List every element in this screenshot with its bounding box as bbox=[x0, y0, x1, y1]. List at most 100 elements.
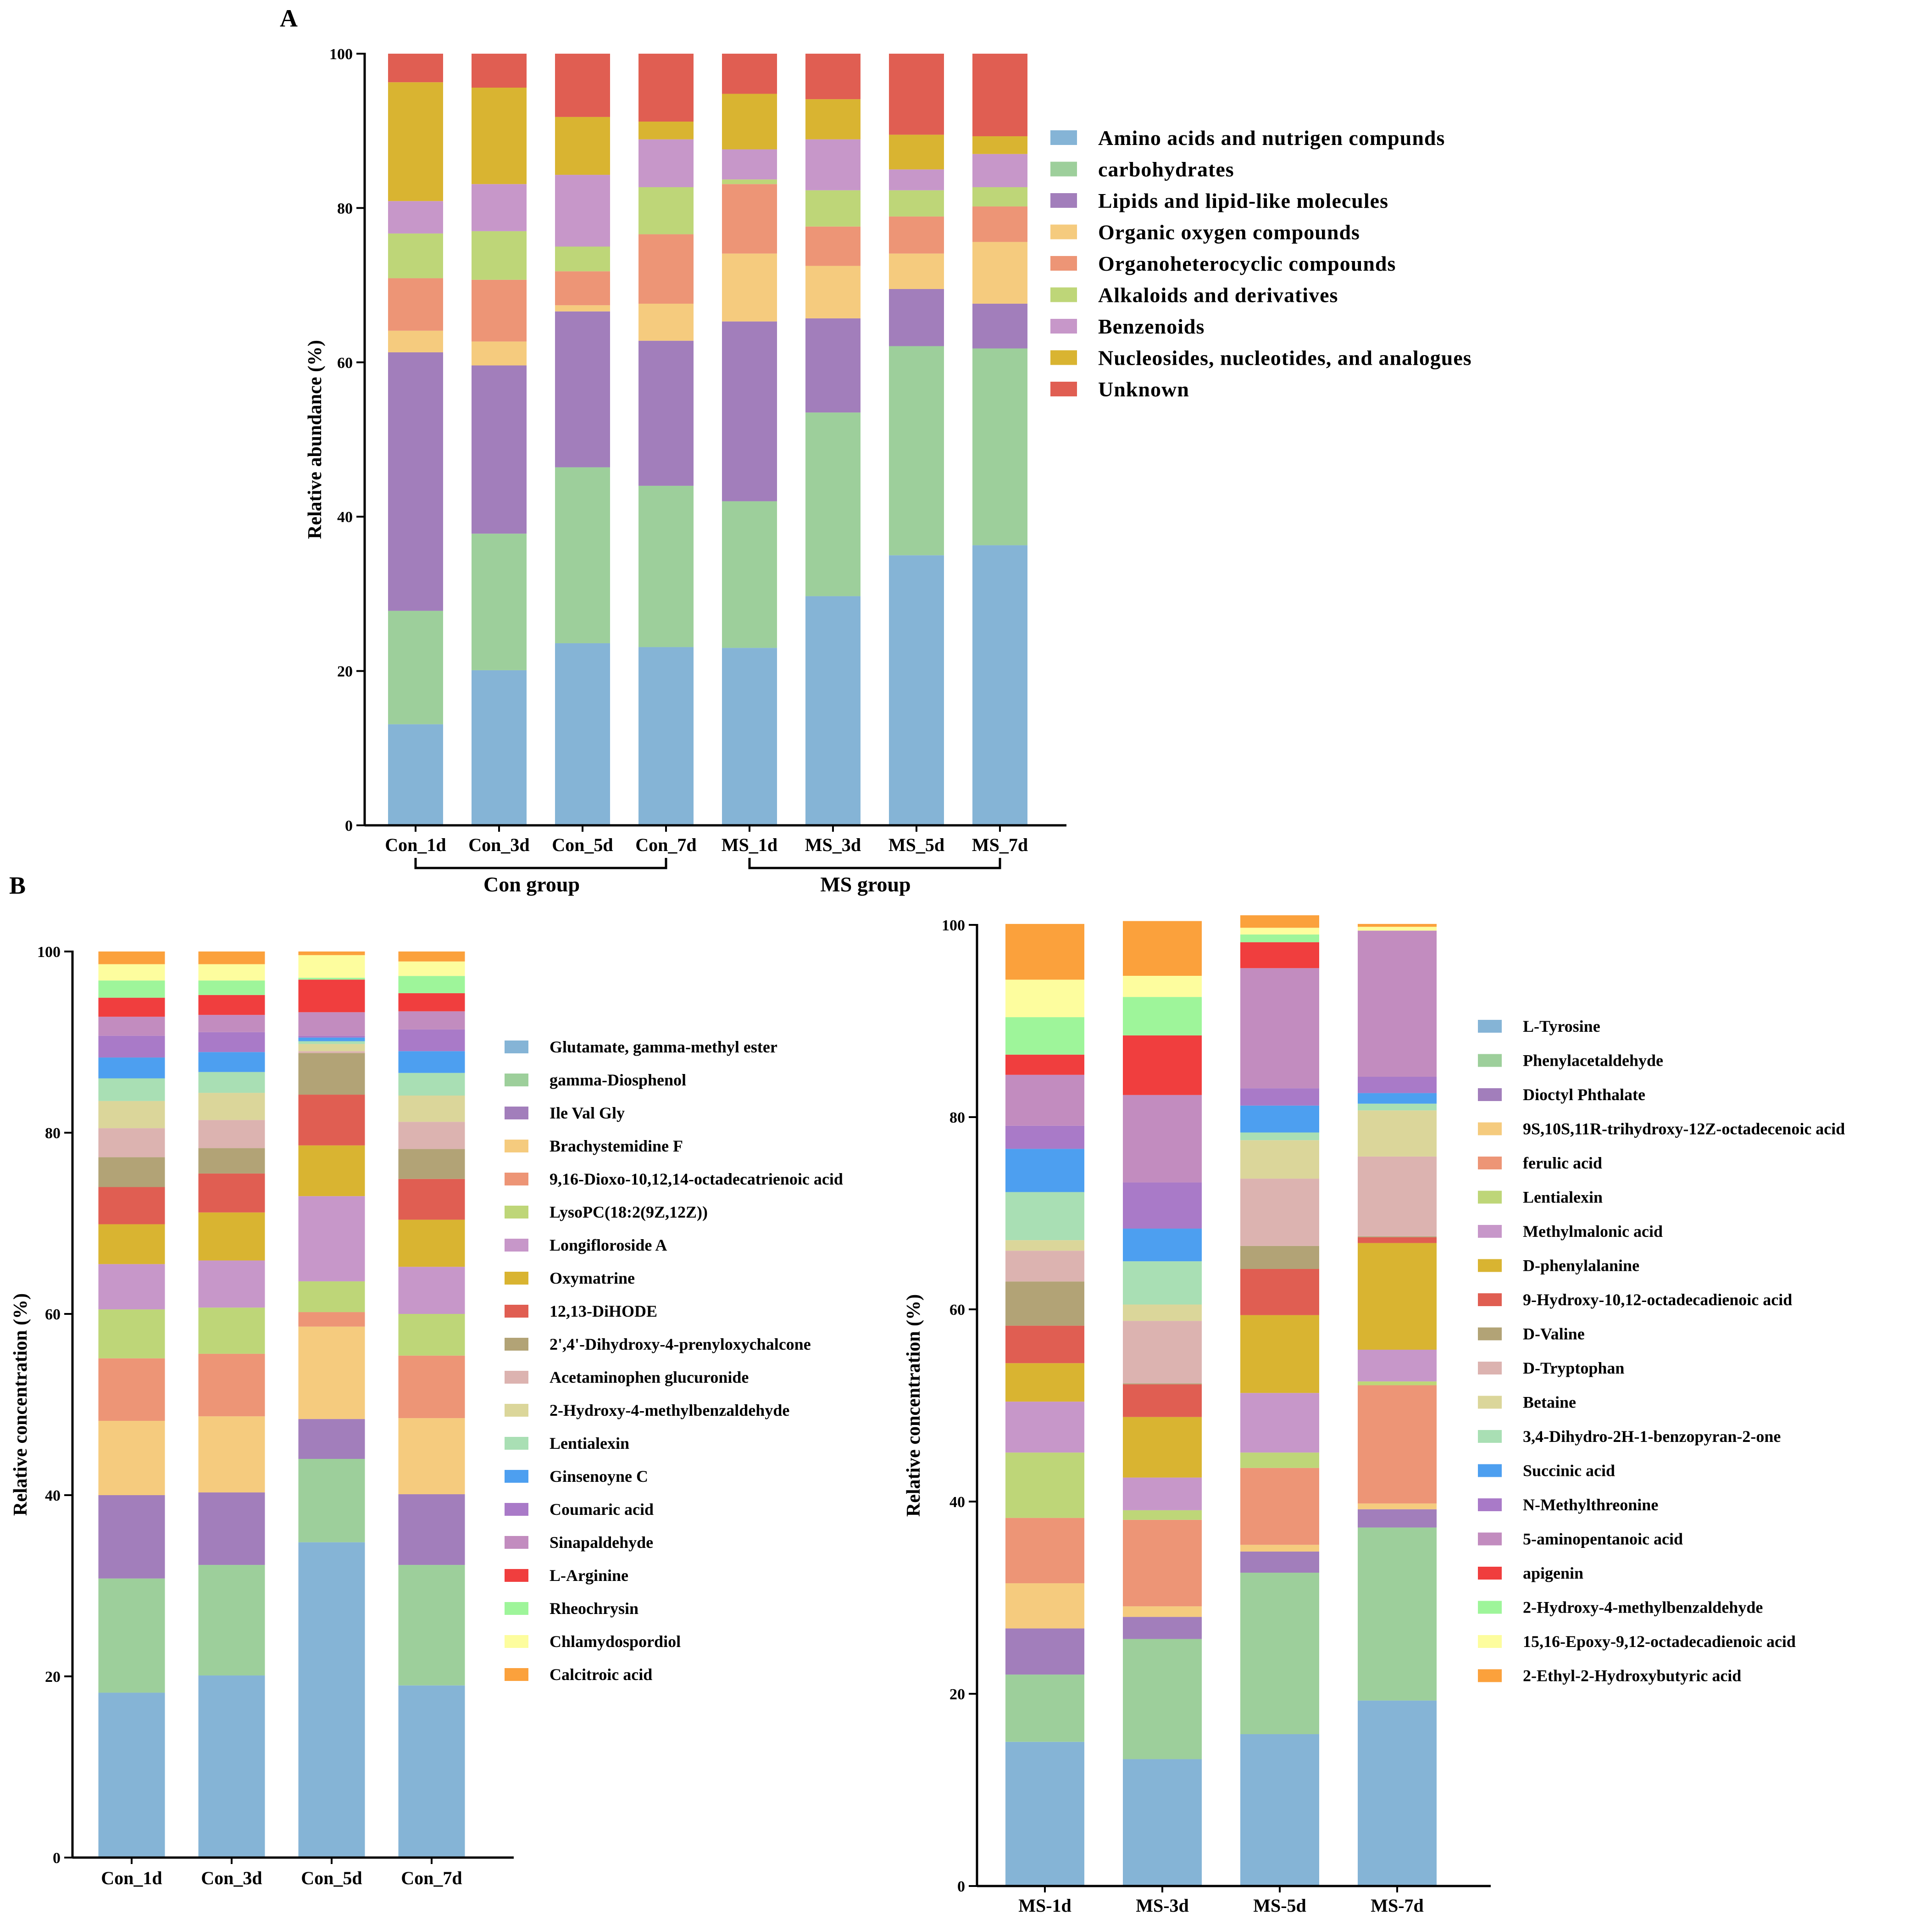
bar-segment bbox=[298, 1281, 365, 1313]
bar-segment bbox=[972, 348, 1027, 545]
bar-segment bbox=[198, 980, 265, 995]
y-tick-label: 60 bbox=[337, 355, 353, 372]
bar-segment bbox=[1123, 997, 1202, 1035]
bar-segment bbox=[805, 190, 861, 227]
y-tick-label: 20 bbox=[45, 1669, 61, 1686]
legend-swatch bbox=[1050, 256, 1077, 271]
x-tick-label: Con_1d bbox=[385, 835, 446, 855]
bar-segment bbox=[972, 303, 1027, 349]
legend-swatch bbox=[505, 1536, 528, 1549]
x-tick-label: Con_3d bbox=[201, 1868, 262, 1888]
bar-segment bbox=[472, 534, 527, 670]
bar-segment bbox=[1240, 1545, 1319, 1552]
legend-label: Ile Val Gly bbox=[550, 1104, 625, 1122]
legend-label: 2-Ethyl-2-Hydroxybutyric acid bbox=[1523, 1667, 1741, 1685]
bar-segment bbox=[1240, 928, 1319, 935]
legend-label: Succinic acid bbox=[1523, 1462, 1615, 1480]
bar-segment bbox=[98, 1128, 165, 1157]
y-tick-label: 20 bbox=[337, 663, 353, 680]
bar-segment bbox=[1005, 979, 1084, 1018]
bar-segment bbox=[1240, 942, 1319, 968]
bar-segment bbox=[98, 1035, 165, 1058]
legend-swatch bbox=[1478, 1601, 1502, 1614]
legend-swatch bbox=[505, 1107, 528, 1119]
legend-swatch bbox=[1478, 1430, 1502, 1443]
bar-segment bbox=[298, 1037, 365, 1041]
legend-swatch bbox=[1478, 1225, 1502, 1238]
bar-segment bbox=[398, 976, 465, 993]
bar-segment bbox=[198, 1565, 265, 1676]
bar-segment bbox=[1358, 1385, 1437, 1504]
bar-segment bbox=[298, 979, 365, 1013]
bar-segment bbox=[1005, 1192, 1084, 1241]
bar-segment bbox=[1240, 1734, 1319, 1886]
bar-segment bbox=[1240, 1551, 1319, 1573]
bar-segment bbox=[1240, 934, 1319, 942]
bar-segment bbox=[1358, 1077, 1437, 1093]
bar-segment bbox=[1358, 1503, 1437, 1509]
bar-segment bbox=[388, 82, 443, 201]
bar-segment bbox=[298, 978, 365, 980]
bar-segment bbox=[1358, 930, 1437, 1077]
bar-segment bbox=[889, 190, 944, 217]
bar-segment bbox=[472, 231, 527, 280]
y-tick-label: 60 bbox=[45, 1306, 61, 1323]
legend-label: Unknown bbox=[1098, 378, 1189, 401]
bar-segment bbox=[1123, 1261, 1202, 1305]
legend-label: Nucleosides, nucleotides, and analogues bbox=[1098, 346, 1472, 370]
legend-label: D-Tryptophan bbox=[1523, 1359, 1624, 1377]
legend-swatch bbox=[1478, 1191, 1502, 1204]
bar-segment bbox=[398, 993, 465, 1012]
x-tick-label: MS-7d bbox=[1371, 1895, 1424, 1914]
bar-segment bbox=[1358, 1509, 1437, 1528]
bar-segment bbox=[638, 187, 694, 234]
legend-swatch bbox=[1050, 193, 1077, 208]
bar-segment bbox=[722, 253, 777, 322]
bar-segment bbox=[198, 1032, 265, 1052]
bar-segment bbox=[1005, 1149, 1084, 1192]
y-axis-title: Relative concentration (%) bbox=[10, 1293, 31, 1516]
bar-segment bbox=[555, 246, 610, 272]
bar-segment bbox=[198, 1212, 265, 1261]
bar-segment bbox=[198, 1353, 265, 1417]
bar-segment bbox=[638, 234, 694, 304]
legend-swatch bbox=[505, 1206, 528, 1219]
bar-segment bbox=[398, 1122, 465, 1149]
bar-segment bbox=[388, 330, 443, 352]
bar-segment bbox=[1005, 1054, 1084, 1075]
bar-segment bbox=[1358, 1093, 1437, 1104]
x-tick-label: MS_7d bbox=[972, 835, 1028, 855]
legend-label: L-Arginine bbox=[550, 1566, 628, 1585]
legend-swatch bbox=[1478, 1157, 1502, 1169]
y-tick-label: 40 bbox=[45, 1487, 61, 1504]
bar-segment bbox=[1123, 1759, 1202, 1886]
bar-segment bbox=[98, 1309, 165, 1358]
bar-segment bbox=[555, 271, 610, 306]
bar-segment bbox=[638, 139, 694, 187]
bar-segment bbox=[98, 1264, 165, 1310]
bar-segment bbox=[805, 139, 861, 190]
bar-segment bbox=[1240, 1246, 1319, 1269]
x-tick-label: Con_7d bbox=[635, 835, 696, 855]
legend-label: 5-aminopentanoic acid bbox=[1523, 1530, 1683, 1548]
legend-swatch bbox=[505, 1470, 528, 1483]
bar-segment bbox=[388, 201, 443, 234]
chart-b-con-stacked-bar: Con_1d Con_3d Con_5d Con_7d 0 20 40 60 80 100 Rela… bbox=[10, 944, 843, 1888]
bar-segment bbox=[555, 643, 610, 825]
legend-swatch bbox=[1478, 1635, 1502, 1648]
bar-segment bbox=[805, 54, 861, 100]
x-tick-label: MS_1d bbox=[722, 835, 777, 855]
legend-label: D-phenylalanine bbox=[1523, 1257, 1639, 1275]
bar-segment bbox=[1358, 1349, 1437, 1382]
legend-swatch bbox=[1478, 1532, 1502, 1546]
legend-swatch bbox=[1478, 1464, 1502, 1477]
bar-segment bbox=[398, 1355, 465, 1419]
x-tick-label: Con_5d bbox=[301, 1868, 362, 1888]
bar-segment bbox=[1358, 1236, 1437, 1237]
legend-label: Amino acids and nutrigen compunds bbox=[1098, 126, 1445, 150]
panel-a-letter: A bbox=[280, 5, 298, 32]
legend-swatch bbox=[1478, 1020, 1502, 1033]
bar-segment bbox=[1240, 1105, 1319, 1133]
bar-segment bbox=[722, 94, 777, 150]
legend-swatch bbox=[1050, 350, 1077, 365]
